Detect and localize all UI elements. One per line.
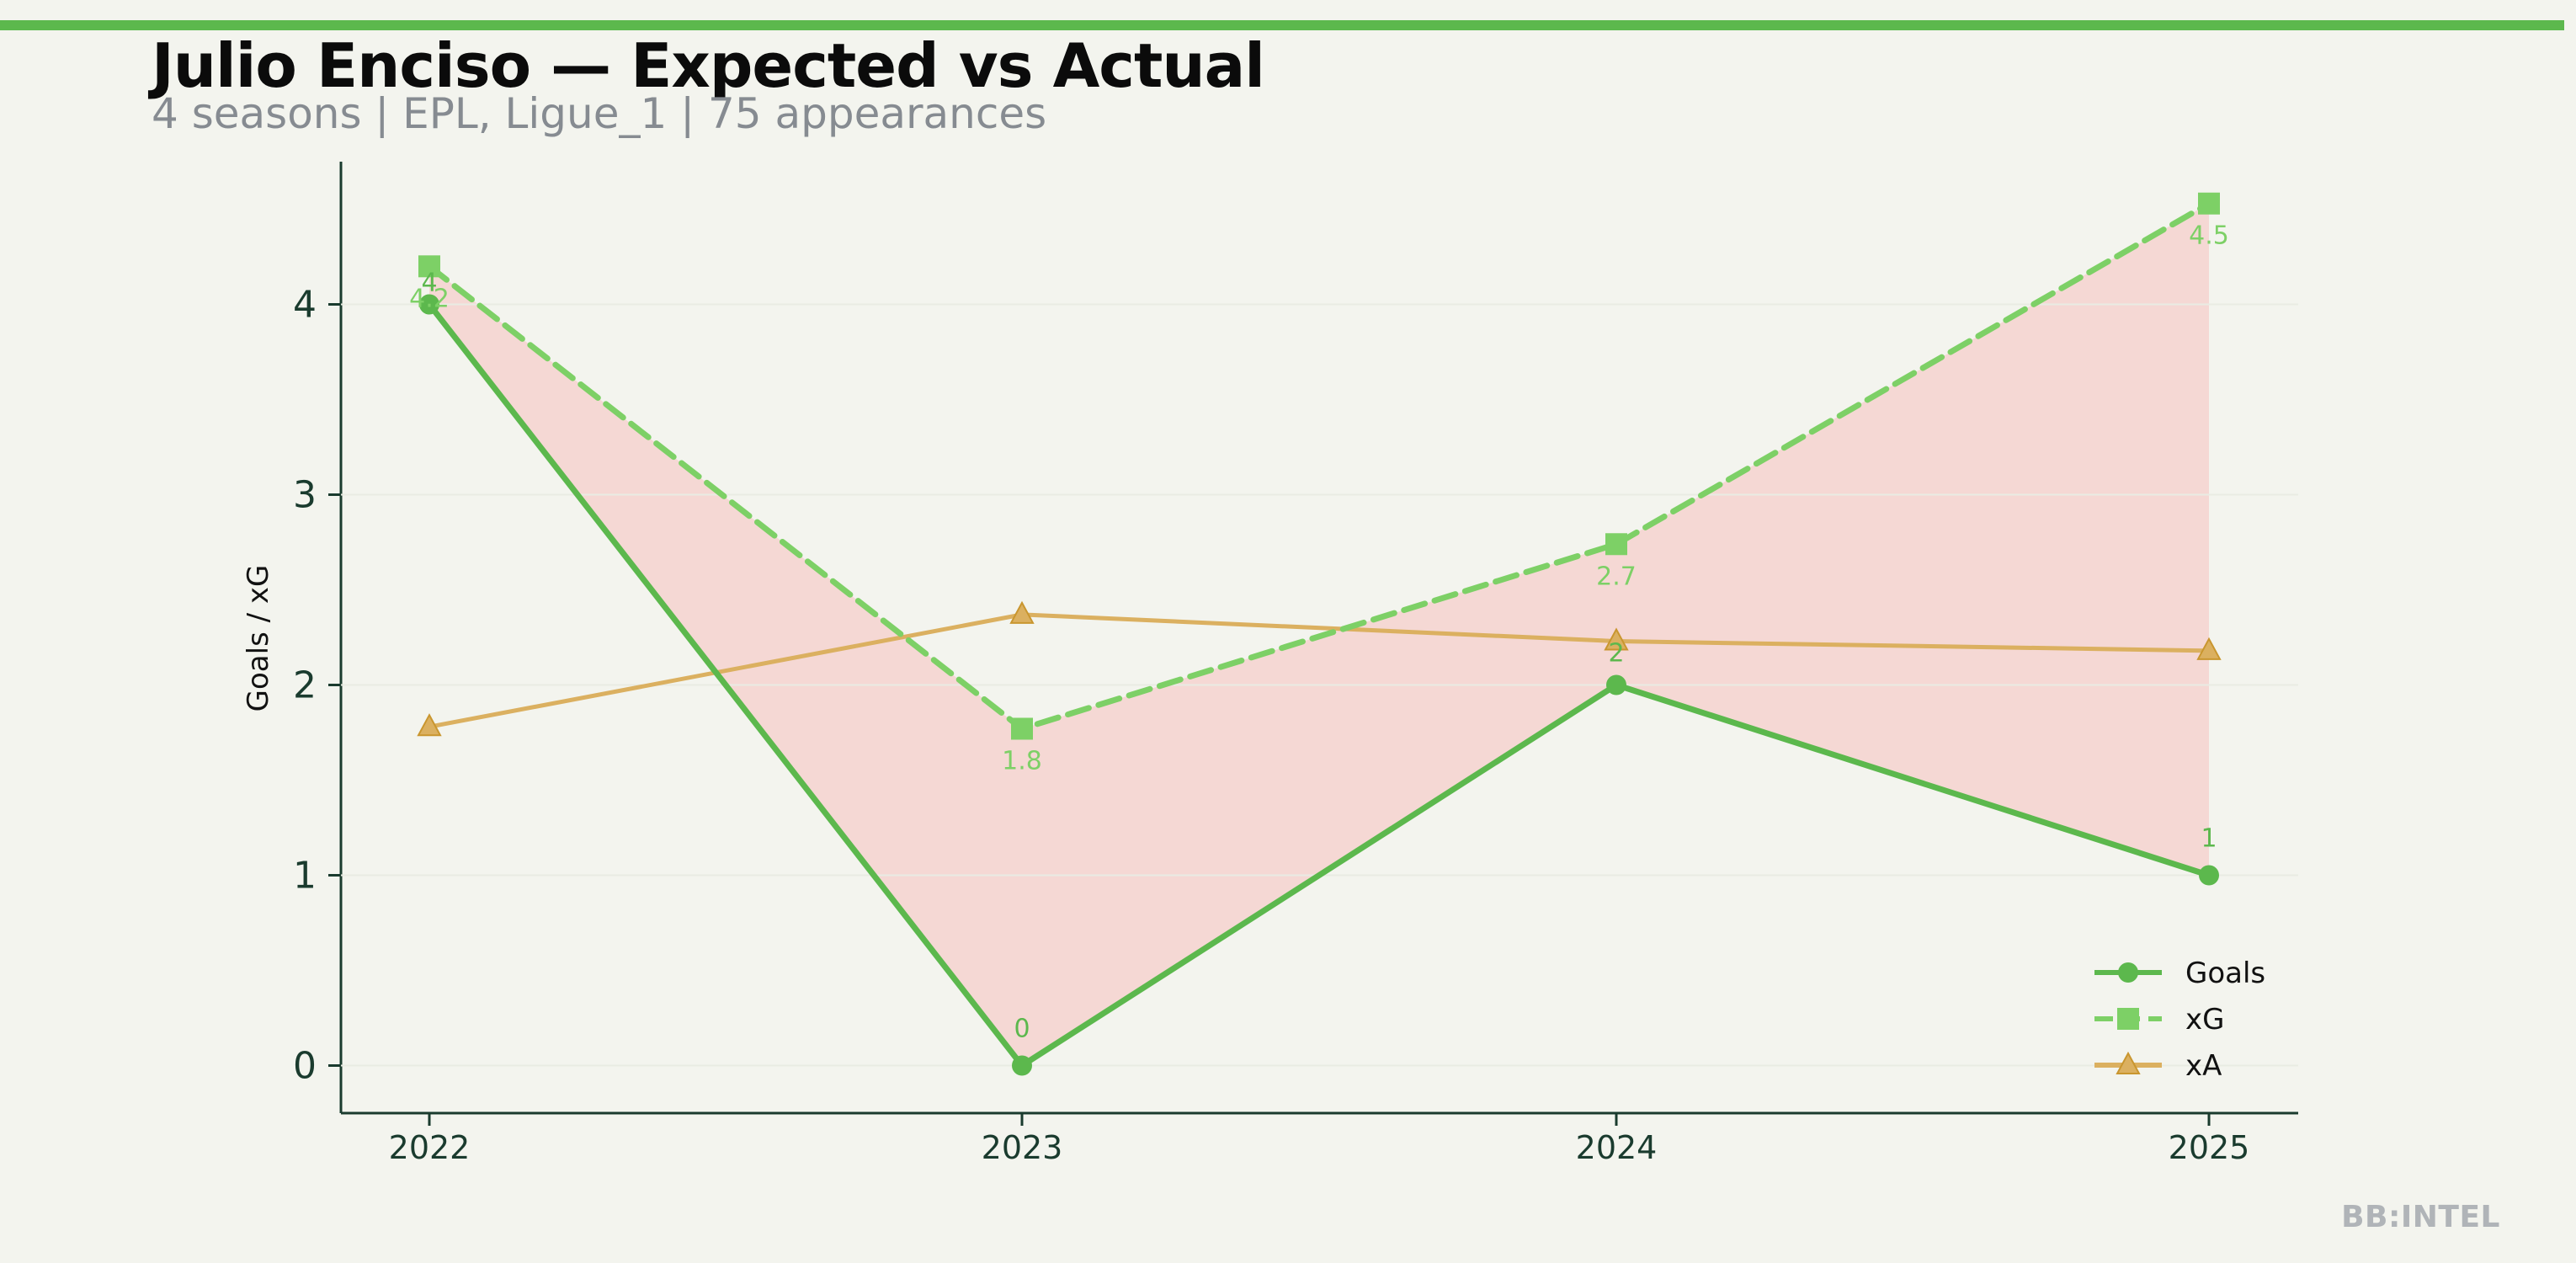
y-tick-label: 0 xyxy=(293,1045,317,1088)
legend-goals-label: Goals xyxy=(2185,957,2265,990)
xa-marker xyxy=(417,713,442,737)
goals-marker xyxy=(419,294,439,315)
data-labels: 4 0 2 1 4.2 1.8 2.7 4.5 xyxy=(409,221,2229,1044)
xg-marker xyxy=(1011,717,1033,740)
xg-value-label: 1.8 xyxy=(1002,746,1042,775)
xa-marker xyxy=(2196,637,2222,660)
goals-xg-gap-fill xyxy=(429,203,2209,1066)
y-tick-label: 1 xyxy=(293,855,317,898)
goals-marker xyxy=(2199,865,2219,886)
legend-xg-marker xyxy=(2117,1008,2139,1030)
tick-labels: 0 1 2 3 4 2022 2023 2024 2025 xyxy=(293,284,2298,1166)
chart-subtitle: 4 seasons | EPL, Ligue_1 | 75 appearance… xyxy=(152,89,1047,138)
goals-marker xyxy=(1012,1055,1032,1076)
axes: Goals / xG xyxy=(242,162,2298,1115)
y-tick-label: 2 xyxy=(293,664,317,707)
xa-marker xyxy=(1604,627,1629,651)
xg-marker xyxy=(1605,533,1627,556)
series-lines xyxy=(417,192,2222,1076)
xg-marker xyxy=(2198,192,2220,215)
goals-marker xyxy=(1606,674,1626,695)
goals-value-label: 1 xyxy=(2201,824,2217,854)
xg-value-label: 2.7 xyxy=(1596,562,1637,591)
goals-value-label: 4 xyxy=(421,269,437,298)
legend: Goals xG xA xyxy=(2094,957,2265,1083)
x-tick-label: 2022 xyxy=(389,1129,471,1166)
x-tick-label: 2024 xyxy=(1576,1129,1658,1166)
gap-fill-layer xyxy=(429,203,2209,1066)
xg-value-label: 4.2 xyxy=(409,284,450,313)
xa-marker xyxy=(1009,600,1035,624)
x-tick-label: 2025 xyxy=(2169,1129,2250,1166)
accent-bar xyxy=(0,20,2564,30)
xg-line xyxy=(426,200,2212,732)
legend-xa-label: xA xyxy=(2185,1049,2222,1083)
legend-xg-label: xG xyxy=(2185,1003,2224,1037)
xa-line xyxy=(427,612,2211,729)
legend-goals-marker xyxy=(2118,962,2138,983)
y-tick-label: 4 xyxy=(293,284,317,327)
goals-value-label: 2 xyxy=(1608,639,1624,669)
goals-value-label: 0 xyxy=(1014,1015,1030,1044)
xg-value-label: 4.5 xyxy=(2189,221,2229,251)
xg-marker xyxy=(418,255,440,278)
legend-xa-marker xyxy=(2116,1051,2141,1074)
chart-title: Julio Enciso — Expected vs Actual xyxy=(152,30,1265,101)
x-tick-label: 2023 xyxy=(982,1129,1063,1166)
goals-line xyxy=(426,301,2212,1068)
y-axis-title: Goals / xG xyxy=(242,565,275,712)
brand-watermark: BB:INTEL xyxy=(2341,1200,2500,1234)
y-tick-label: 3 xyxy=(293,474,317,517)
